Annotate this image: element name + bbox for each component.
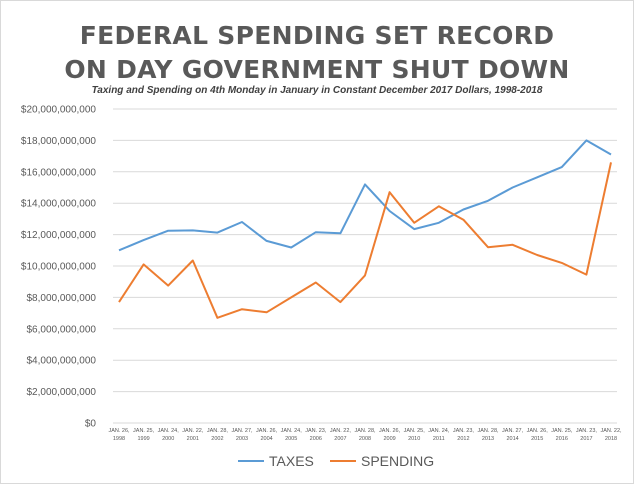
x-tick-date: JAN. 23, (576, 428, 598, 434)
x-tick-date: JAN. 24, (428, 428, 450, 434)
x-tick-year: 1999 (137, 436, 149, 442)
legend-label-spending: SPENDING (361, 453, 434, 469)
x-tick-year: 2014 (506, 436, 518, 442)
x-tick-year: 2007 (334, 436, 346, 442)
x-tick-date: JAN. 22, (330, 428, 352, 434)
x-tick-year: 2016 (556, 436, 568, 442)
x-tick-date: JAN. 23, (453, 428, 475, 434)
x-tick-date: JAN. 26, (108, 428, 130, 434)
series-line-taxes (118, 139, 612, 252)
legend-label-taxes: TAXES (269, 453, 314, 469)
x-tick-date: JAN. 25, (133, 428, 155, 434)
x-tick-date: JAN. 26, (379, 428, 401, 434)
y-tick-label: $20,000,000,000 (21, 105, 97, 116)
x-tick-year: 2013 (482, 436, 494, 442)
x-tick-year: 2005 (285, 436, 297, 442)
x-tick-date: JAN. 27, (502, 428, 524, 434)
y-tick-label: $18,000,000,000 (21, 136, 97, 147)
x-tick-date: JAN. 26, (256, 428, 278, 434)
x-tick-year: 2006 (310, 436, 322, 442)
x-tick-year: 2004 (260, 436, 272, 442)
x-tick-year: 2017 (580, 436, 592, 442)
series-lines (118, 139, 612, 319)
gridlines (113, 108, 617, 424)
x-tick-year: 2009 (383, 436, 395, 442)
x-tick-date: JAN. 28, (354, 428, 376, 434)
y-axis-ticks: $0 $2,000,000,000 $4,000,000,000 $6,000,000… (21, 105, 97, 430)
x-tick-date: JAN. 28, (477, 428, 499, 434)
x-tick-date: JAN. 24, (281, 428, 303, 434)
x-tick-date: JAN. 25, (404, 428, 426, 434)
y-tick-label: $8,000,000,000 (26, 293, 96, 304)
series-line-spending (118, 162, 612, 319)
chart-title-line2: ON DAY GOVERNMENT SHUT DOWN (64, 55, 570, 84)
y-tick-label: $4,000,000,000 (26, 356, 96, 367)
x-tick-date: JAN. 22, (182, 428, 204, 434)
y-tick-label: $16,000,000,000 (21, 167, 97, 178)
x-tick-date: JAN. 25, (551, 428, 573, 434)
x-tick-date: JAN. 26, (527, 428, 549, 434)
x-tick-year: 2018 (605, 436, 617, 442)
x-tick-date: JAN. 22, (600, 428, 622, 434)
x-tick-year: 2002 (211, 436, 223, 442)
y-tick-label: $12,000,000,000 (21, 230, 97, 241)
chart-subtitle: Taxing and Spending on 4th Monday in Jan… (91, 85, 543, 96)
x-tick-year: 2000 (162, 436, 174, 442)
y-tick-label: $6,000,000,000 (26, 324, 96, 335)
y-tick-label: $10,000,000,000 (21, 262, 97, 273)
x-tick-date: JAN. 24, (158, 428, 180, 434)
y-tick-label: $0 (85, 419, 97, 430)
x-tick-year: 2001 (187, 436, 199, 442)
x-tick-year: 2015 (531, 436, 543, 442)
x-axis-ticks: JAN. 26, 1998 JAN. 25, 1999 JAN. 24, 2000 JAN.… (108, 428, 622, 442)
x-tick-year: 2011 (433, 436, 445, 442)
x-tick-date: JAN. 23, (305, 428, 327, 434)
y-tick-label: $2,000,000,000 (26, 387, 96, 398)
x-tick-date: JAN. 28, (207, 428, 229, 434)
x-tick-year: 2003 (236, 436, 248, 442)
y-tick-label: $14,000,000,000 (21, 199, 97, 210)
x-tick-year: 2010 (408, 436, 420, 442)
chart-title-line1: FEDERAL SPENDING SET RECORD (79, 21, 555, 50)
x-tick-date: JAN. 27, (231, 428, 253, 434)
x-tick-year: 2012 (457, 436, 469, 442)
x-tick-year: 2008 (359, 436, 371, 442)
x-tick-year: 1998 (113, 436, 125, 442)
legend: TAXES SPENDING (238, 453, 434, 469)
